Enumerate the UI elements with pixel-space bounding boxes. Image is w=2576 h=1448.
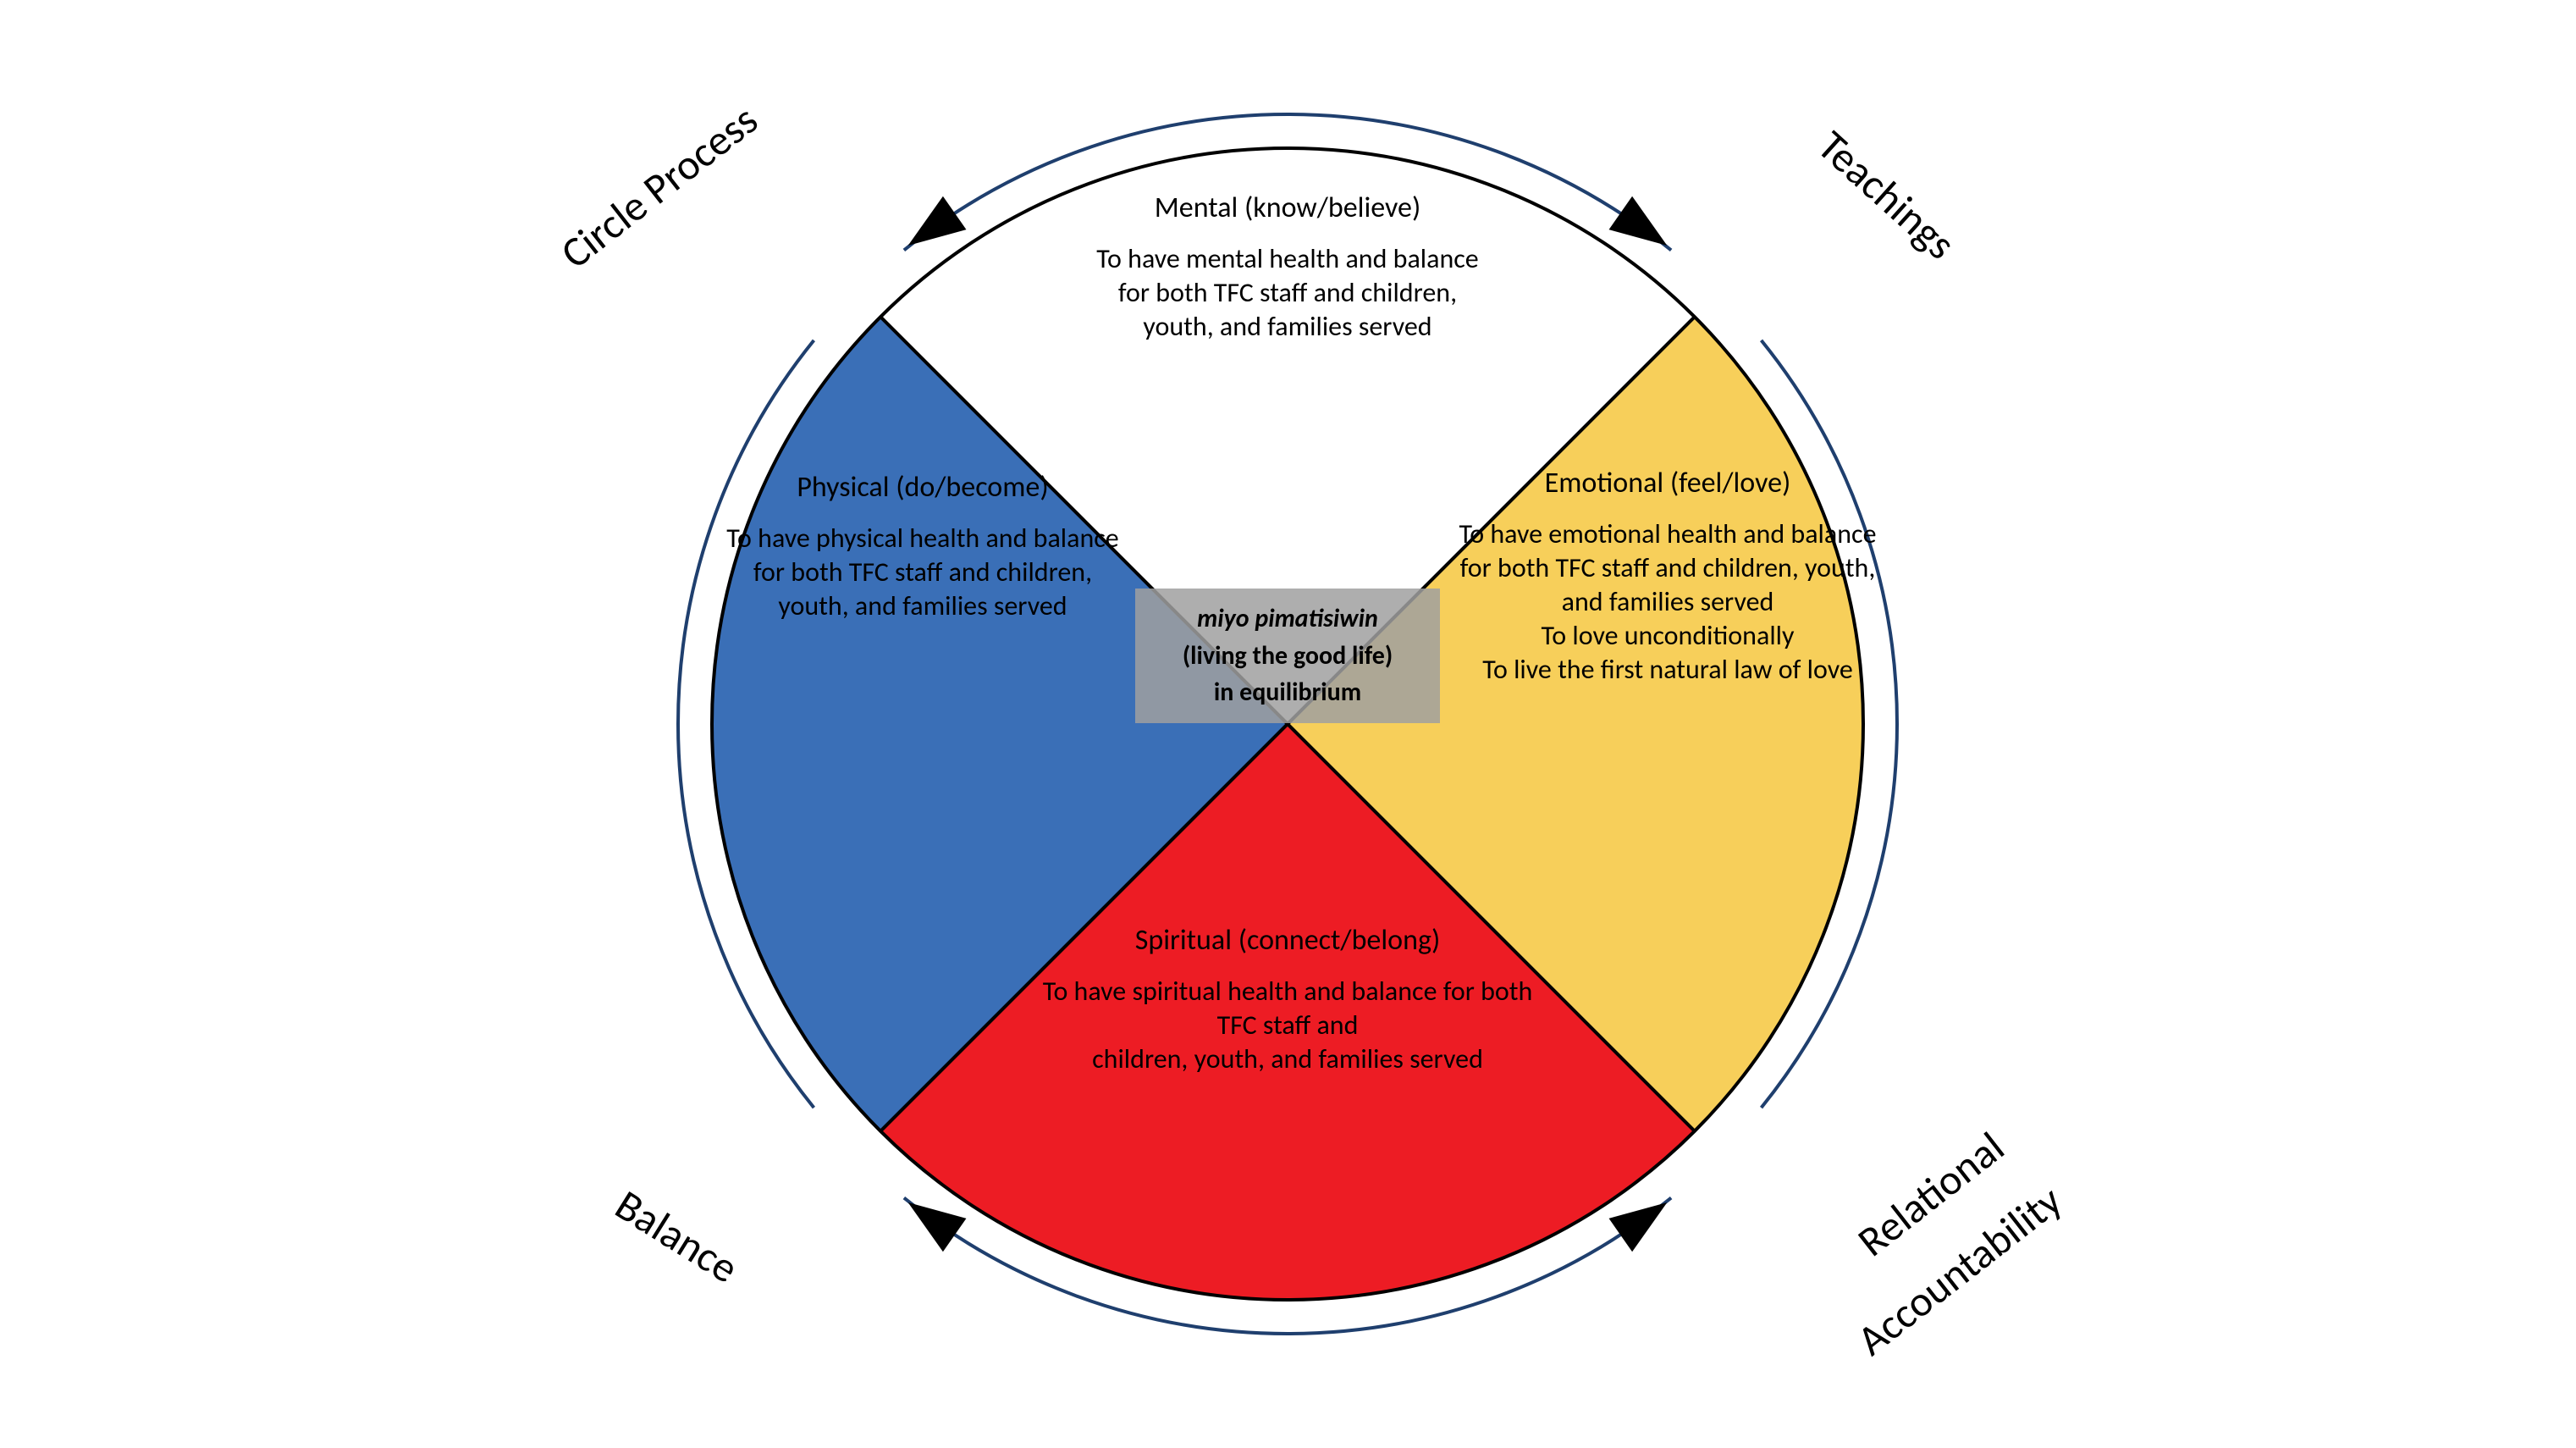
center-line1: miyo pimatisiwin bbox=[1144, 600, 1431, 638]
quadrant-bottom-title: Spiritual (connect/belong) bbox=[1042, 923, 1533, 959]
center-line2: (living the good life) bbox=[1144, 638, 1431, 675]
quadrant-bottom-body: To have spiritual health and balance for… bbox=[1042, 975, 1533, 1076]
quadrant-top-body: To have mental health and balance for bo… bbox=[1084, 242, 1491, 344]
quadrant-right-body: To have emotional health and balancefor … bbox=[1448, 517, 1888, 687]
quadrant-top-title: Mental (know/believe) bbox=[1084, 191, 1491, 227]
quadrant-bottom-text: Spiritual (connect/belong) To have spiri… bbox=[1042, 923, 1533, 1076]
quadrant-right-title: Emotional (feel/love) bbox=[1448, 466, 1888, 502]
quadrant-right-text: Emotional (feel/love) To have emotional … bbox=[1448, 466, 1888, 687]
center-box: miyo pimatisiwin (living the good life) … bbox=[1135, 589, 1440, 723]
quadrant-left-text: Physical (do/become) To have physical he… bbox=[724, 470, 1122, 623]
quadrant-top-text: Mental (know/believe) To have mental hea… bbox=[1084, 191, 1491, 344]
quadrant-left-title: Physical (do/become) bbox=[724, 470, 1122, 506]
quadrant-left-body: To have physical health and balance for … bbox=[724, 522, 1122, 623]
center-line3: in equilibrium bbox=[1144, 674, 1431, 711]
diagram-stage: Mental (know/believe) To have mental hea… bbox=[0, 0, 2576, 1448]
